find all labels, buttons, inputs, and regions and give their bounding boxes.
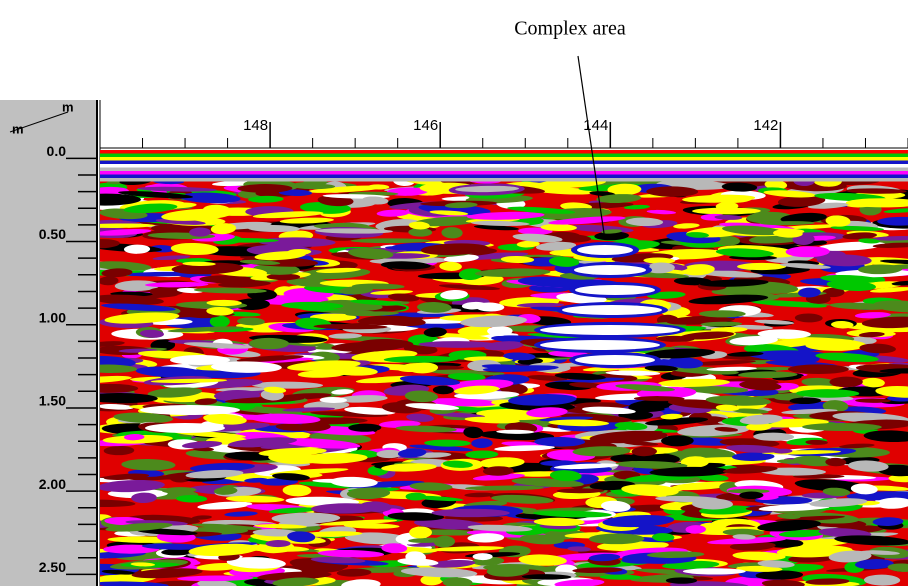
radargram-image (64, 150, 908, 586)
y-tick-label: 2.00 (39, 476, 66, 492)
surface-band (100, 178, 908, 182)
reflection (577, 245, 633, 255)
surface-band (100, 171, 908, 175)
y-axis-panel (0, 100, 97, 586)
reflection (562, 305, 662, 315)
y-tick-label: 0.50 (39, 226, 66, 242)
x-tick-label: 142 (753, 117, 778, 134)
surface-band (100, 168, 908, 172)
surface-band (100, 161, 908, 165)
reflection (699, 310, 746, 317)
reflection (540, 340, 660, 350)
reflection (170, 355, 230, 365)
x-unit: m (62, 99, 74, 114)
annotation: Complex area (514, 18, 626, 40)
reflection (145, 423, 225, 433)
y-tick-label: 1.50 (39, 393, 66, 409)
y-tick-label: 2.50 (39, 559, 66, 575)
surface-band (100, 175, 908, 179)
reflection (575, 285, 655, 295)
surface-band (100, 150, 908, 154)
y-tick-label: 1.00 (39, 309, 66, 325)
screenshot: m m Complex area 0.0 0.50 1.00 1.50 2.00 2.50… (0, 0, 908, 586)
y-tick-label: 0.0 (47, 143, 67, 159)
reflection (540, 325, 680, 335)
x-tick-label: 144 (583, 117, 608, 134)
x-tick-label: 146 (413, 117, 438, 134)
reflection (788, 364, 849, 374)
x-tick-label: 148 (243, 117, 268, 134)
reflection (140, 405, 240, 415)
surface-band (100, 164, 908, 168)
surface-band (100, 157, 908, 161)
reflection (574, 265, 646, 275)
reflection (432, 509, 510, 517)
reflection (575, 355, 655, 365)
surface-band (100, 154, 908, 158)
y-unit: m (12, 121, 24, 136)
x-ruler (97, 100, 908, 150)
